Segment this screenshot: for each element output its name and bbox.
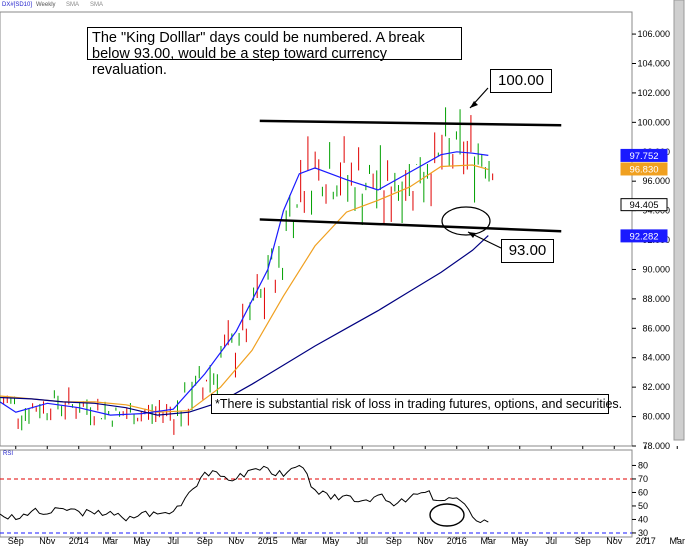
price-y-tick-label: 84.000 (642, 353, 670, 363)
price-y-tick-label: 106.000 (637, 29, 670, 39)
price-tag-value: 97.752 (629, 151, 658, 162)
price-tag-value: 92.282 (629, 231, 658, 242)
x-tick-label: May (133, 536, 151, 546)
headline-text: The "King Dolllar" days could be numbere… (92, 30, 425, 78)
x-tick-label: Mar (670, 536, 686, 546)
label-100-box: 100.00 (490, 69, 552, 93)
x-tick-label: Nov (606, 536, 623, 546)
label-93-text: 93.00 (508, 242, 547, 259)
x-tick-label: 2014 (69, 536, 89, 546)
x-tick-label: Nov (417, 536, 434, 546)
scrollbar-thumb (673, 0, 685, 441)
moving-average-line (0, 151, 489, 416)
price-y-tick-label: 88.000 (642, 294, 670, 304)
x-tick-label: Mar (292, 536, 308, 546)
support-trendline (259, 218, 562, 233)
price-y-tick-label: 102.000 (637, 88, 670, 98)
price-tag-box (620, 148, 668, 162)
rsi-y-tick-label: 60 (638, 487, 648, 497)
scrollbar-track (674, 0, 684, 440)
arrow-to-100-head (470, 101, 478, 108)
price-tag-box (620, 229, 668, 243)
price-tag-box (620, 198, 668, 212)
rsi-y-tick-label: 40 (638, 514, 648, 524)
chart-header: DX#[SD10] Weekly SMA SMA (0, 0, 700, 12)
rsi-line (0, 464, 489, 524)
x-tick-label: Nov (39, 536, 56, 546)
rsi-circle (429, 503, 465, 527)
price-tag-value: 94.405 (629, 200, 658, 211)
sma-label-1: SMA (66, 2, 80, 8)
price-y-tick-label: 82.000 (642, 382, 670, 392)
x-tick-label: Sep (575, 536, 591, 546)
disclaimer-box: *There is substantial risk of loss in tr… (211, 394, 622, 414)
x-tick-label: Mar (103, 536, 119, 546)
rsi-y-tick-label: 50 (638, 501, 648, 511)
price-y-tick-label: 100.000 (637, 117, 670, 127)
rsi-y-tick-label: 80 (638, 460, 648, 470)
price-y-tick-label: 96.000 (642, 176, 670, 186)
x-tick-label: Jul (545, 536, 557, 546)
price-tag-box (620, 162, 668, 176)
symbol-label: DX#[SD10] (2, 2, 33, 8)
period-label: Weekly (36, 2, 56, 8)
x-tick-label: 2015 (258, 536, 278, 546)
x-tick-label: Sep (197, 536, 213, 546)
rsi-y-tick-label: 30 (638, 528, 648, 538)
x-tick-label: Sep (386, 536, 402, 546)
rsi-y-tick-label: 70 (638, 474, 648, 484)
x-tick-label: May (322, 536, 340, 546)
arrow-to-93-head (468, 232, 476, 238)
moving-average-line (0, 164, 489, 413)
resistance-trendline (259, 119, 562, 127)
label-100-text: 100.00 (498, 72, 544, 89)
headline-annotation: The "King Dolllar" days could be numbere… (87, 27, 462, 78)
x-tick-label: 2017 (636, 536, 656, 546)
rsi-panel-frame (0, 449, 633, 538)
label-93-box: 93.00 (501, 239, 554, 263)
price-y-tick-label: 86.000 (642, 323, 670, 333)
sma-label-2: SMA (90, 2, 104, 8)
disclaimer-text: *There is substantial risk of loss in tr… (215, 397, 623, 411)
price-tag-value: 96.830 (629, 164, 658, 175)
x-tick-label: 2016 (447, 536, 467, 546)
x-tick-label: Sep (8, 536, 24, 546)
x-tick-label: May (511, 536, 529, 546)
rsi-panel-label: RSI (3, 451, 13, 457)
price-y-tick-label: 78.000 (642, 441, 670, 451)
x-tick-label: Jul (167, 536, 179, 546)
breakdown-circle (441, 206, 491, 236)
price-y-tick-label: 104.000 (637, 58, 670, 68)
price-y-tick-label: 90.000 (642, 264, 670, 274)
moving-average-line (0, 235, 489, 416)
price-y-tick-label: 80.000 (642, 412, 670, 422)
x-tick-label: Jul (356, 536, 368, 546)
x-tick-label: Nov (228, 536, 245, 546)
x-tick-label: Mar (481, 536, 497, 546)
